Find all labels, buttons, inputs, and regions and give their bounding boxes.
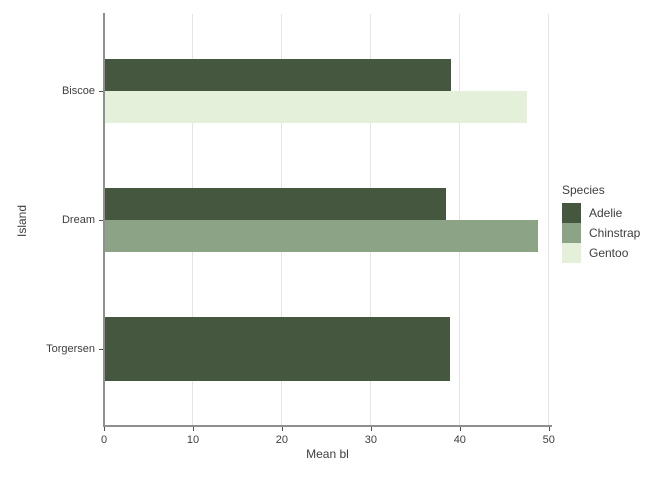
y-tick-mark-biscoe bbox=[99, 91, 103, 93]
gridline-x-50 bbox=[548, 14, 550, 426]
x-tick-mark-40 bbox=[459, 427, 461, 431]
y-tick-mark-torgersen bbox=[99, 348, 103, 350]
x-tick-mark-30 bbox=[370, 427, 372, 431]
legend-entry-chinstrap: Chinstrap bbox=[562, 223, 640, 243]
bar-biscoe-adelie bbox=[104, 59, 451, 92]
legend-entry-adelie: Adelie bbox=[562, 203, 640, 223]
bar-dream-adelie bbox=[104, 188, 447, 220]
legend-label-adelie: Adelie bbox=[589, 206, 623, 220]
legend-label-chinstrap: Chinstrap bbox=[589, 226, 641, 240]
legend: Species Adelie Chinstrap Gentoo bbox=[562, 183, 640, 263]
plot-panel bbox=[104, 14, 551, 426]
x-tick-mark-20 bbox=[281, 427, 283, 431]
legend-label-gentoo: Gentoo bbox=[589, 246, 629, 260]
legend-entry-gentoo: Gentoo bbox=[562, 243, 640, 263]
x-tick-label-10: 10 bbox=[186, 434, 200, 446]
y-tick-label-torgersen: Torgersen bbox=[46, 342, 95, 355]
y-axis-title: Island bbox=[15, 204, 29, 238]
x-tick-mark-0 bbox=[104, 427, 105, 431]
x-tick-mark-50 bbox=[548, 427, 550, 431]
y-axis-line bbox=[103, 13, 105, 427]
x-axis-title: Mean bl bbox=[306, 447, 349, 461]
bar-dream-chinstrap bbox=[104, 220, 539, 252]
legend-swatch-adelie bbox=[562, 203, 581, 223]
y-tick-mark-dream bbox=[99, 220, 103, 221]
y-tick-label-biscoe: Biscoe bbox=[61, 85, 95, 98]
x-tick-label-30: 30 bbox=[364, 434, 377, 446]
legend-entries: Adelie Chinstrap Gentoo bbox=[562, 203, 640, 263]
legend-swatch-chinstrap bbox=[562, 223, 581, 243]
legend-title: Species bbox=[562, 183, 605, 197]
bar-torgersen-adelie bbox=[104, 316, 451, 381]
x-tick-mark-10 bbox=[192, 427, 194, 431]
legend-swatch-gentoo bbox=[562, 243, 581, 263]
x-tick-label-50: 50 bbox=[542, 434, 555, 446]
x-tick-label-40: 40 bbox=[453, 434, 466, 446]
x-axis-line bbox=[103, 425, 552, 427]
x-tick-label-0: 0 bbox=[100, 434, 108, 446]
y-tick-label-dream: Dream bbox=[61, 214, 95, 226]
x-tick-label-20: 20 bbox=[275, 434, 289, 446]
bar-biscoe-gentoo bbox=[104, 91, 527, 124]
